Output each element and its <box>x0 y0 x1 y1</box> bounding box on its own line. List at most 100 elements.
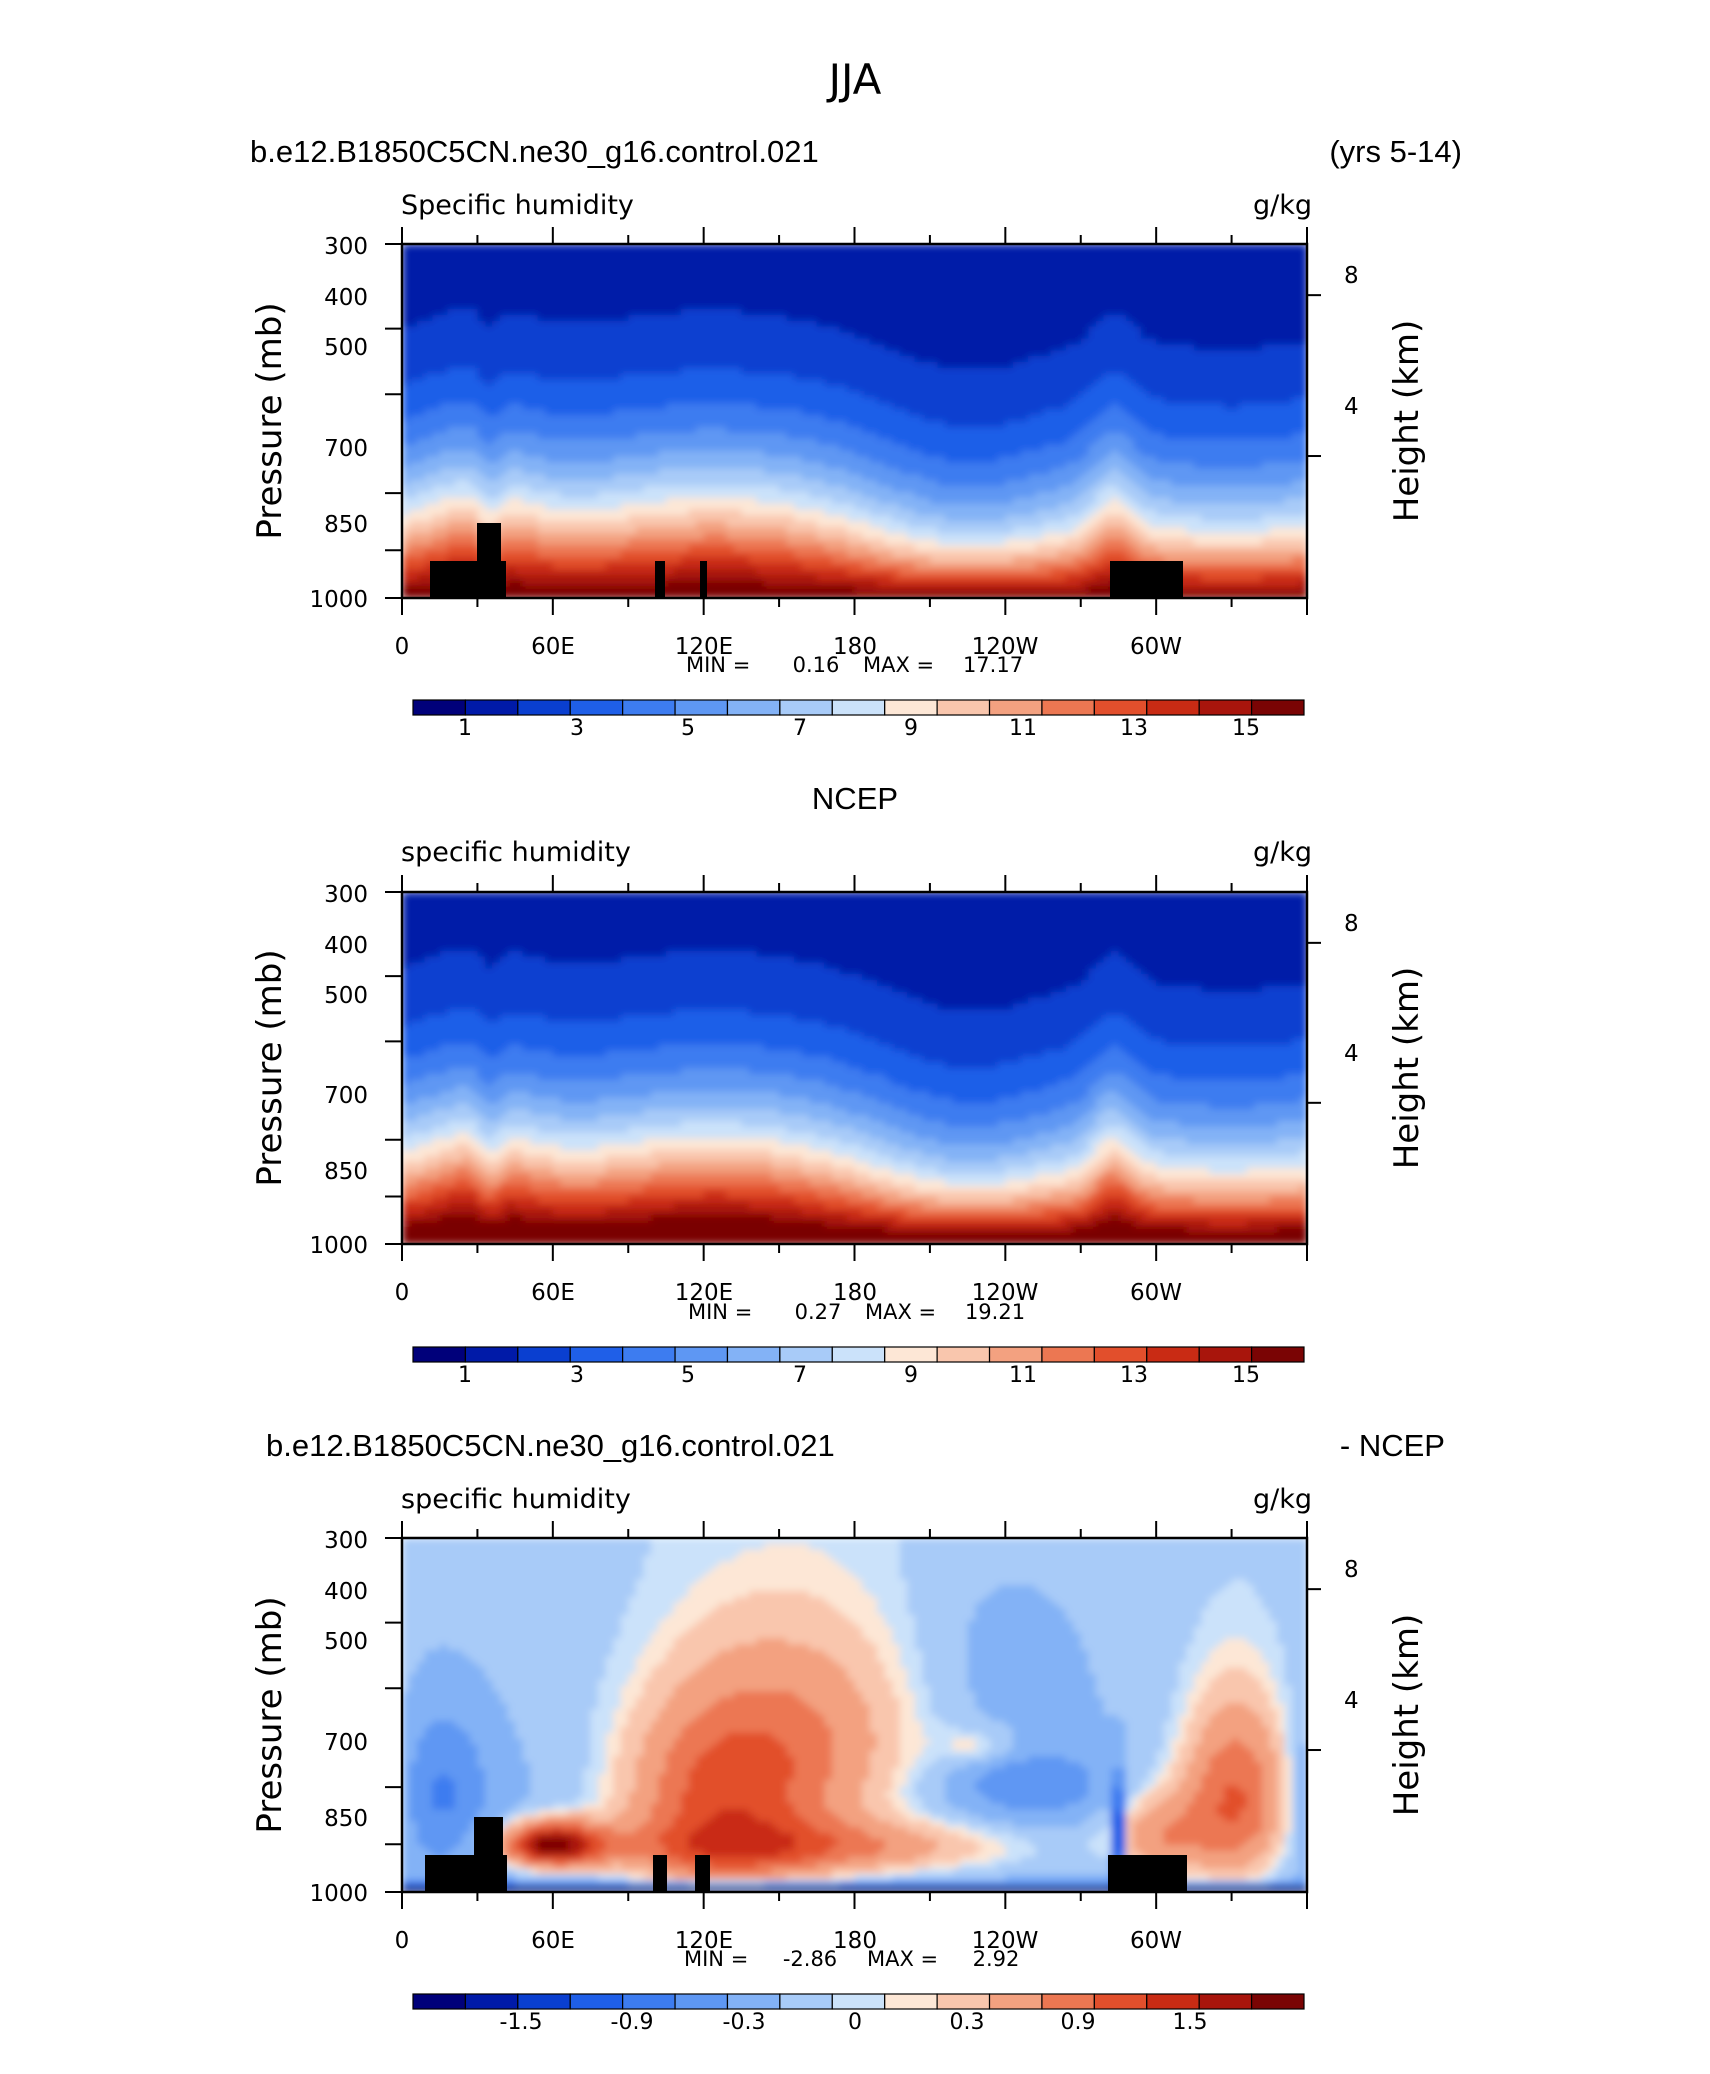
contour-cell <box>877 308 886 316</box>
contour-cell <box>665 367 675 375</box>
contour-cell <box>402 297 411 304</box>
contour-cell <box>1103 397 1112 404</box>
contour-cell <box>1148 356 1157 363</box>
contour-cell <box>1201 397 1210 404</box>
contour-cell <box>1020 244 1029 251</box>
contour-cell <box>522 285 531 292</box>
contour-cell <box>1216 421 1225 428</box>
contour-cell <box>824 273 833 280</box>
contour-cell <box>922 285 931 292</box>
contour-cell <box>1291 426 1301 434</box>
contour-cell <box>733 385 742 393</box>
contour-cell <box>929 338 939 345</box>
contour-cell <box>552 244 561 251</box>
contour-cell <box>447 379 456 387</box>
contour-cell <box>545 303 554 310</box>
contour-cell <box>575 450 584 457</box>
contour-cell <box>884 308 893 316</box>
contour-cell <box>854 373 863 381</box>
contour-cell <box>432 255 441 263</box>
contour-cell <box>831 279 841 286</box>
contour-cell <box>1269 397 1278 404</box>
contour-cell <box>635 485 644 493</box>
contour-cell <box>854 244 863 251</box>
contour-cell <box>997 326 1006 334</box>
contour-cell <box>718 403 727 410</box>
contour-cell <box>741 468 750 475</box>
contour-cell <box>1058 450 1067 457</box>
contour-cell <box>515 456 524 463</box>
contour-cell <box>1193 462 1203 469</box>
contour-cell <box>484 273 494 280</box>
contour-cell <box>477 308 486 316</box>
contour-cell <box>1178 367 1187 375</box>
contour-cell <box>643 480 652 487</box>
contour-cell <box>1043 338 1052 345</box>
contour-cell <box>1035 462 1044 469</box>
contour-cell <box>424 373 433 381</box>
contour-cell <box>590 285 599 292</box>
contour-cell <box>1246 332 1255 339</box>
contour-cell <box>462 379 471 387</box>
contour-cell <box>929 444 939 452</box>
contour-cell <box>522 326 531 334</box>
contour-cell <box>575 320 584 328</box>
contour-cell <box>846 285 856 292</box>
contour-cell <box>643 362 652 369</box>
contour-cell <box>907 261 916 269</box>
contour-cell <box>899 385 908 393</box>
contour-cell <box>635 362 644 369</box>
contour-cell <box>1299 249 1307 257</box>
contour-cell <box>567 456 577 463</box>
contour-cell <box>937 480 946 487</box>
contour-cell <box>1065 438 1074 446</box>
contour-cell <box>1027 344 1037 351</box>
contour-cell <box>673 421 682 428</box>
contour-cell <box>665 255 675 263</box>
contour-cell <box>1080 421 1089 428</box>
contour-cell <box>688 267 697 275</box>
contour-cell <box>726 415 735 422</box>
contour-cell <box>484 291 494 298</box>
contour-cell <box>469 356 479 363</box>
contour-cell <box>1043 279 1052 286</box>
contour-cell <box>967 267 976 275</box>
contour-cell <box>1299 415 1307 422</box>
contour-cell <box>688 314 697 322</box>
contour-cell <box>1186 285 1195 292</box>
contour-cell <box>1073 244 1082 251</box>
contour-cell <box>522 332 531 339</box>
contour-cell <box>967 356 976 363</box>
contour-cell <box>575 344 584 351</box>
contour-cell <box>1058 291 1067 298</box>
contour-cell <box>1208 367 1218 375</box>
contour-cell <box>877 379 886 387</box>
contour-cell <box>877 326 886 334</box>
contour-cell <box>552 367 561 375</box>
contour-cell <box>1156 285 1165 292</box>
contour-cell <box>831 468 841 475</box>
contour-cell <box>1050 273 1059 280</box>
contour-cell <box>975 468 984 475</box>
contour-cell <box>1201 456 1210 463</box>
contour-cell <box>1239 409 1248 416</box>
contour-cell <box>1246 403 1255 410</box>
contour-cell <box>831 303 841 310</box>
contour-cell <box>748 338 758 345</box>
contour-cell <box>884 261 893 269</box>
contour-cell <box>417 362 426 369</box>
contour-cell <box>824 308 833 316</box>
contour-cell <box>967 338 976 345</box>
contour-cell <box>1073 367 1082 375</box>
contour-cell <box>613 462 622 469</box>
contour-cell <box>402 320 411 328</box>
contour-cell <box>922 409 931 416</box>
contour-cell <box>748 350 758 357</box>
contour-cell <box>771 373 780 381</box>
contour-cell <box>643 267 652 275</box>
contour-cell <box>771 391 780 398</box>
contour-cell <box>424 344 433 351</box>
contour-cell <box>696 261 705 269</box>
contour-cell <box>1186 397 1195 404</box>
contour-cell <box>1110 444 1120 452</box>
